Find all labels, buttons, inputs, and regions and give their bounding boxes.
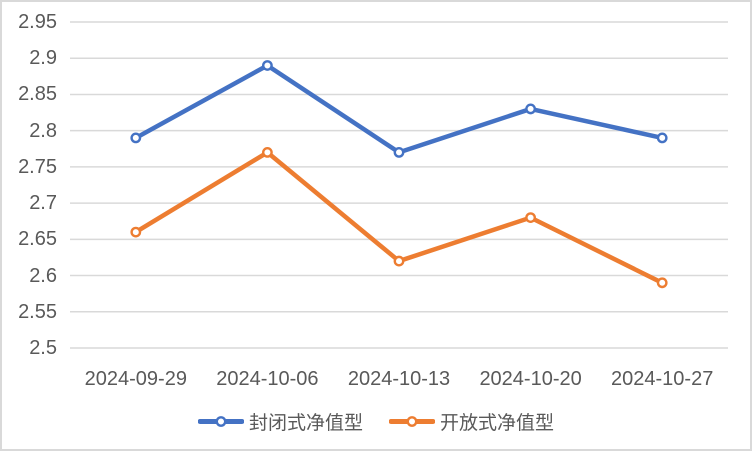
y-axis-tick-label: 2.95 [18, 11, 57, 33]
legend: 封闭式净值型 开放式净值型 [2, 408, 750, 435]
x-axis-tick-label: 2024-10-06 [216, 368, 319, 390]
legend-label: 封闭式净值型 [248, 413, 363, 434]
legend-label: 开放式净值型 [440, 413, 555, 434]
line-marker-icon [197, 416, 244, 427]
y-axis-tick-label: 2.55 [18, 300, 57, 323]
y-axis-tick-label: 2.65 [18, 228, 57, 251]
y-axis-tick-label: 2.7 [29, 192, 57, 215]
x-axis-tick-label: 2024-10-20 [479, 368, 582, 390]
x-axis-tick-label: 2024-10-13 [347, 368, 451, 390]
y-axis-tick-label: 2.9 [29, 47, 57, 70]
y-axis-tick-label: 2.6 [29, 264, 57, 287]
legend-item-closed-net-value: 封闭式净值型 [197, 408, 363, 435]
legend-item-open-net-value: 开放式净值型 [389, 408, 554, 435]
y-axis-tick-label: 2.8 [29, 119, 57, 142]
x-axis-tick-label: 2024-09-29 [84, 368, 187, 390]
y-axis-tick-label: 2.85 [18, 83, 57, 106]
line-marker-icon [389, 416, 435, 427]
x-axis-tick-label: 2024-10-27 [611, 368, 714, 390]
y-axis-tick-label: 2.75 [18, 155, 57, 178]
y-axis-tick-label: 2.5 [29, 337, 57, 359]
